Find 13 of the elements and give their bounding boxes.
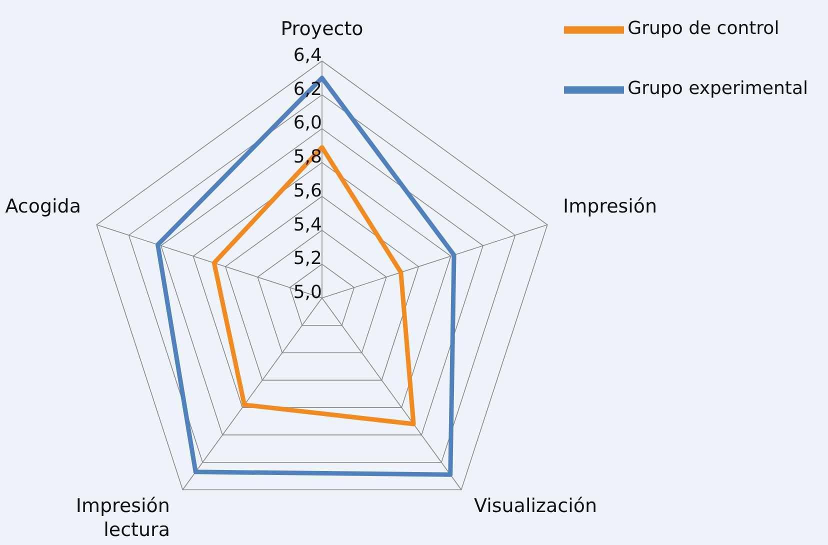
y-tick-label: 5,4 xyxy=(293,214,322,236)
spoke-label: Proyecto xyxy=(280,18,364,40)
y-tick-label: 6,4 xyxy=(293,45,322,66)
spoke-label: Impresión xyxy=(563,195,658,218)
y-tick-label: 5,6 xyxy=(293,180,322,202)
legend-label: Grupo experimental xyxy=(628,78,808,99)
y-tick-label: 6,0 xyxy=(293,112,322,134)
spoke-label: Acogida xyxy=(5,195,81,218)
y-tick-label: 5,0 xyxy=(293,282,322,303)
spoke-label: Visualización xyxy=(474,495,598,518)
legend-label: Grupo de control xyxy=(628,18,780,39)
spoke-label: Impresión lectura xyxy=(76,495,170,542)
y-tick-label: 5,2 xyxy=(293,248,322,270)
